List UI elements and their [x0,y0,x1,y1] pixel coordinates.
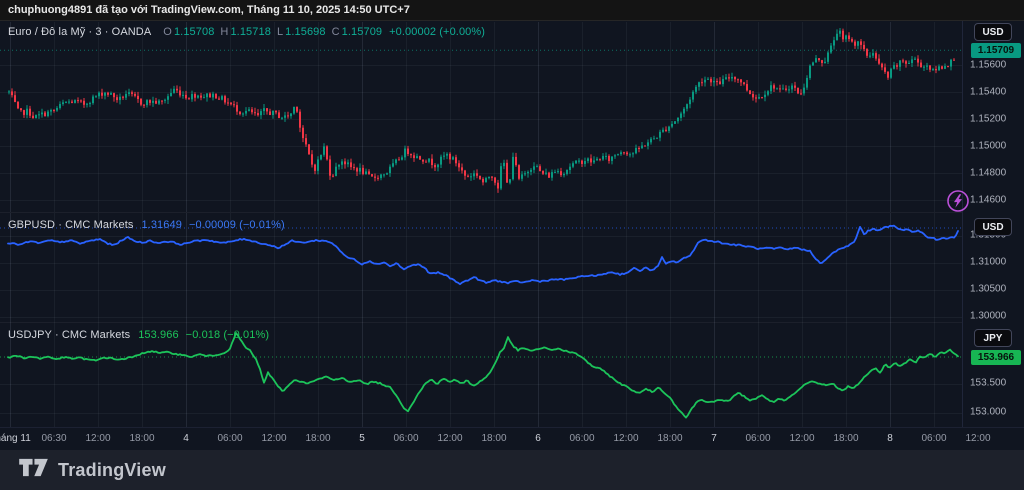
time-axis-label: 5 [359,433,365,444]
price-axis[interactable]: USD USD JPY 1.15709 153.966 1.15600 1.154… [962,21,1024,427]
flash-icon[interactable] [946,189,970,213]
time-axis-label: 8 [887,433,893,444]
time-axis-label: 12:00 [613,433,639,444]
usdjpy-symbol-title[interactable]: USDJPY · CMC Markets [8,329,131,341]
gbpusd-symbol-title[interactable]: GBPUSD · CMC Markets [8,219,134,231]
price-scale-label: 1.14800 [970,167,1007,179]
footer-bar: TradingView [0,450,1024,490]
gbpusd-change: −0.00009 (−0.01%) [188,219,285,231]
tradingview-logo-icon[interactable] [18,457,49,483]
legend-gbpusd[interactable]: GBPUSD · CMC Markets 1.31649 −0.00009 (−0.… [8,219,285,231]
time-axis-label: 06:00 [217,433,243,444]
time-axis-label: 18:00 [481,433,507,444]
tradingview-wordmark[interactable]: TradingView [58,459,166,480]
legend-eurusd[interactable]: Euro / Đô la Mỹ · 3 · OANDA O 1.15708 H 1.15… [8,26,485,38]
time-axis-label: 18:00 [129,433,155,444]
price-scale-label: 1.15200 [970,113,1007,125]
time-axis-label: 06:00 [921,433,947,444]
eurusd-price-badge: 1.15709 [971,43,1021,58]
legend-usdjpy[interactable]: USDJPY · CMC Markets 153.966 −0.018 (−0.01… [8,329,269,341]
pane-gbpusd[interactable]: GBPUSD · CMC Markets 1.31649 −0.00009 (−0.… [0,212,962,323]
usdjpy-change: −0.018 (−0.01%) [185,329,270,341]
eurusd-candle-chart[interactable] [0,22,962,212]
time-axis-label: 18:00 [833,433,859,444]
price-scale-label: 153.000 [970,406,1007,418]
close-value: 1.15709 [341,26,383,38]
high-label: H [220,26,229,38]
time-axis-label: 12:00 [437,433,463,444]
gbpusd-value: 1.31649 [141,219,182,231]
time-axis-label: 12:00 [261,433,287,444]
price-scale-label: 1.15600 [970,59,1007,71]
time-axis-label: 18:00 [657,433,683,444]
usdjpy-price-badge: 153.966 [971,350,1021,365]
currency-button-gbpusd[interactable]: USD [974,218,1012,236]
gbpusd-line-chart[interactable] [0,213,962,323]
time-axis-label: 6 [535,433,541,444]
currency-button-eurusd[interactable]: USD [974,23,1012,41]
attribution-text: chuphuong4891 đã tạo với TradingView.com… [8,4,410,16]
attribution-bar: chuphuong4891 đã tạo với TradingView.com… [0,0,1024,21]
price-scale-label: 153.500 [970,377,1007,389]
price-scale-label: 1.14600 [970,194,1007,206]
currency-button-usdjpy[interactable]: JPY [974,329,1012,347]
price-scale-label: 1.15400 [970,86,1007,98]
time-axis-label: 06:00 [569,433,595,444]
time-axis-label: 06:30 [41,433,67,444]
time-axis-label: Tháng 11 [0,433,31,444]
low-label: L [276,26,284,38]
open-label: O [163,26,172,38]
time-axis-label: 06:00 [745,433,771,444]
time-axis-label: 06:00 [393,433,419,444]
time-axis-label: 12:00 [965,433,991,444]
usdjpy-value: 153.966 [138,329,179,341]
eurusd-change: +0.00002 (+0.00%) [389,26,486,38]
price-scale-label: 1.30000 [970,310,1007,322]
price-scale-label: 1.30500 [970,283,1007,295]
price-scale-label: 1.31000 [970,256,1007,268]
time-axis-label: 7 [711,433,717,444]
time-axis-label: 12:00 [789,433,815,444]
close-label: C [331,26,340,38]
pane-usdjpy[interactable]: USDJPY · CMC Markets 153.966 −0.018 (−0.01… [0,322,962,428]
price-scale-label: 1.15000 [970,140,1007,152]
high-value: 1.15718 [230,26,271,38]
pane-eurusd[interactable]: Euro / Đô la Mỹ · 3 · OANDA O 1.15708 H 1.15… [0,22,962,212]
time-axis-label: 4 [183,433,189,444]
low-value: 1.15698 [285,26,326,38]
open-value: 1.15708 [173,26,215,38]
eurusd-symbol-title[interactable]: Euro / Đô la Mỹ · 3 · OANDA [8,26,152,38]
time-axis-label: 12:00 [85,433,111,444]
usdjpy-line-chart[interactable] [0,323,962,428]
time-axis[interactable]: Tháng 11 06:30 12:00 18:00 4 06:00 12:00 18:00 5… [0,427,1024,450]
time-axis-label: 18:00 [305,433,331,444]
